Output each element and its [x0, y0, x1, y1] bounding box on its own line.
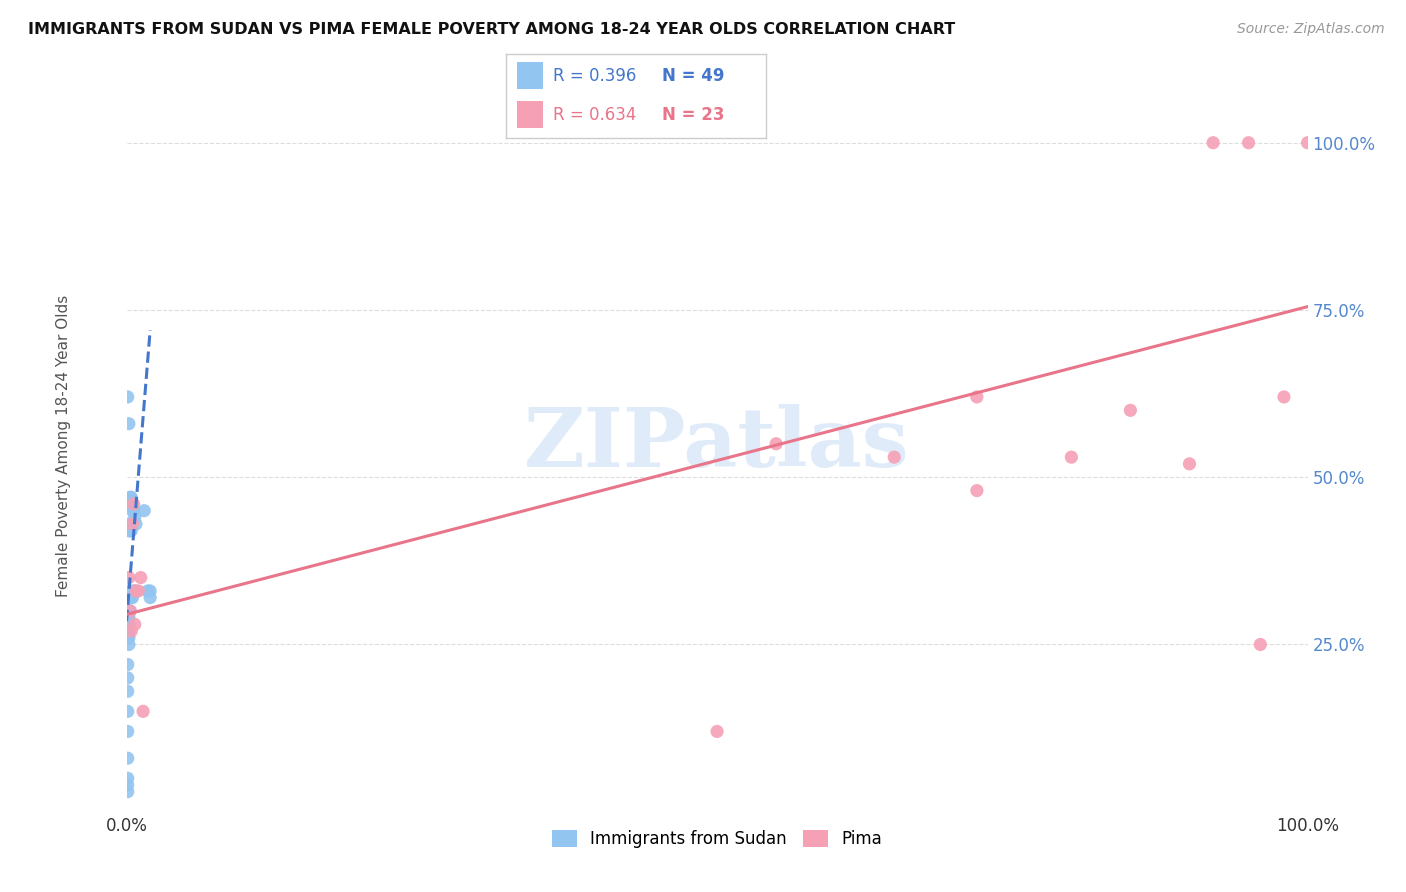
- Text: Source: ZipAtlas.com: Source: ZipAtlas.com: [1237, 22, 1385, 37]
- Point: [1060, 450, 1083, 464]
- Point: [120, 490, 142, 504]
- Point: [117, 604, 139, 618]
- Point: [136, 583, 159, 598]
- Point: [121, 497, 143, 511]
- Point: [118, 571, 141, 585]
- Point: [966, 483, 988, 498]
- Point: [117, 657, 139, 672]
- Point: [1119, 403, 1142, 417]
- Point: [117, 671, 139, 685]
- Point: [117, 617, 139, 632]
- Point: [883, 450, 905, 464]
- Point: [1249, 637, 1271, 651]
- Bar: [516, 101, 543, 128]
- Point: [706, 724, 728, 739]
- Point: [122, 583, 145, 598]
- Point: [124, 617, 146, 632]
- Point: [1237, 136, 1260, 150]
- Point: [121, 516, 143, 531]
- Point: [120, 591, 142, 605]
- Point: [117, 785, 139, 799]
- Point: [765, 436, 787, 450]
- Point: [117, 724, 139, 739]
- Point: [121, 503, 143, 517]
- Point: [117, 684, 139, 698]
- Text: N = 49: N = 49: [662, 67, 724, 85]
- Point: [117, 771, 139, 786]
- Point: [121, 591, 143, 605]
- Point: [966, 390, 988, 404]
- Point: [117, 778, 139, 792]
- Point: [118, 611, 141, 625]
- Point: [134, 503, 156, 517]
- Text: R = 0.634: R = 0.634: [553, 105, 637, 123]
- Point: [122, 497, 145, 511]
- Point: [118, 637, 141, 651]
- Point: [120, 524, 142, 538]
- Point: [120, 624, 142, 639]
- Legend: Immigrants from Sudan, Pima: Immigrants from Sudan, Pima: [546, 823, 889, 855]
- Point: [118, 624, 141, 639]
- Point: [139, 583, 162, 598]
- Point: [118, 631, 141, 645]
- Point: [1272, 390, 1295, 404]
- Point: [117, 617, 139, 632]
- Point: [117, 631, 139, 645]
- Point: [1178, 457, 1201, 471]
- Point: [117, 390, 139, 404]
- Point: [124, 510, 146, 524]
- Point: [117, 516, 139, 531]
- Point: [122, 503, 145, 517]
- Point: [1202, 136, 1225, 150]
- Point: [127, 583, 149, 598]
- Point: [125, 516, 148, 531]
- Point: [117, 631, 139, 645]
- Point: [120, 604, 142, 618]
- Point: [139, 591, 162, 605]
- Point: [118, 583, 141, 598]
- Point: [1296, 136, 1319, 150]
- Point: [118, 591, 141, 605]
- Point: [120, 583, 142, 598]
- Point: [118, 604, 141, 618]
- Text: N = 23: N = 23: [662, 105, 724, 123]
- Point: [118, 524, 141, 538]
- Point: [129, 571, 152, 585]
- Text: IMMIGRANTS FROM SUDAN VS PIMA FEMALE POVERTY AMONG 18-24 YEAR OLDS CORRELATION C: IMMIGRANTS FROM SUDAN VS PIMA FEMALE POV…: [28, 22, 955, 37]
- Point: [117, 591, 139, 605]
- Text: ZIPatlas: ZIPatlas: [524, 404, 910, 483]
- Point: [120, 604, 142, 618]
- Point: [117, 705, 139, 719]
- Point: [125, 583, 148, 598]
- Point: [118, 417, 141, 431]
- Text: R = 0.396: R = 0.396: [553, 67, 637, 85]
- Point: [120, 604, 142, 618]
- Point: [117, 611, 139, 625]
- Point: [120, 490, 142, 504]
- Point: [118, 617, 141, 632]
- Point: [132, 705, 155, 719]
- Point: [117, 751, 139, 765]
- Point: [120, 524, 142, 538]
- Point: [117, 624, 139, 639]
- Point: [124, 583, 146, 598]
- Bar: [516, 62, 543, 89]
- Text: Female Poverty Among 18-24 Year Olds: Female Poverty Among 18-24 Year Olds: [56, 295, 70, 597]
